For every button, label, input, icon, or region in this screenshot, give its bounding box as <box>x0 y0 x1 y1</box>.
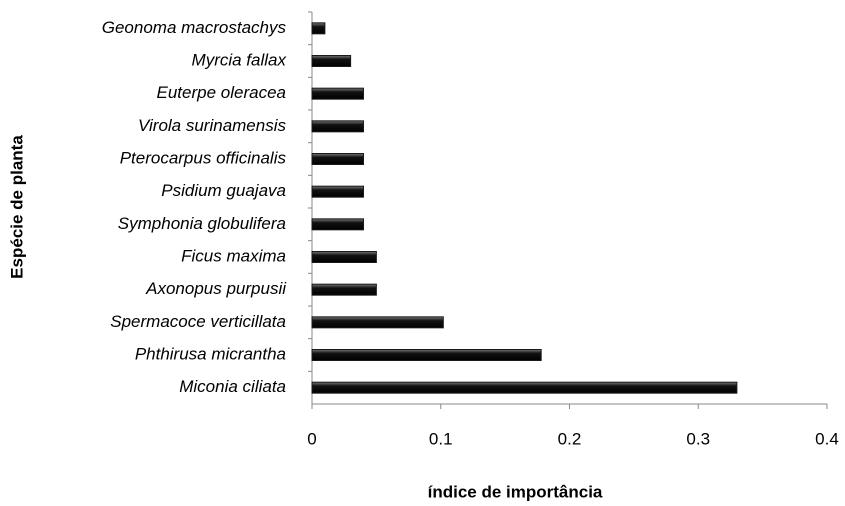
x-tick-label: 0.3 <box>686 429 710 448</box>
bar <box>311 283 377 296</box>
bar <box>311 185 364 198</box>
y-tick-label: Miconia ciliata <box>179 377 286 396</box>
x-tick-label: 0 <box>307 429 316 448</box>
bar <box>311 218 364 231</box>
y-tick-label: Psidium guajava <box>161 181 286 200</box>
y-tick-label: Axonopus purpusii <box>145 279 287 298</box>
y-tick-label: Phthirusa micrantha <box>135 344 286 363</box>
y-axis-title: Espécie de planta <box>7 135 26 279</box>
y-tick-label: Ficus maxima <box>181 246 286 265</box>
x-tick-label: 0.2 <box>558 429 582 448</box>
bar <box>311 153 364 165</box>
y-tick-label: Symphonia globulifera <box>118 214 286 233</box>
y-tick-label: Virola surinamensis <box>138 116 287 135</box>
bar <box>311 87 364 100</box>
y-tick-label: Geonoma macrostachys <box>102 18 287 37</box>
x-tick-label: 0.4 <box>815 429 839 448</box>
y-tick-label: Spermacoce verticillata <box>110 312 286 331</box>
bar <box>311 381 738 394</box>
x-axis-title: índice de importância <box>428 482 603 501</box>
x-tick-label: 0.1 <box>429 429 453 448</box>
y-tick-label: Myrcia fallax <box>192 50 287 69</box>
bar <box>311 251 377 263</box>
bar <box>311 22 326 35</box>
bar <box>311 55 352 67</box>
bar <box>311 349 542 361</box>
bar <box>311 316 444 329</box>
y-tick-label: Pterocarpus officinalis <box>120 148 287 167</box>
bar <box>311 120 364 133</box>
y-tick-label: Euterpe oleracea <box>157 83 286 102</box>
